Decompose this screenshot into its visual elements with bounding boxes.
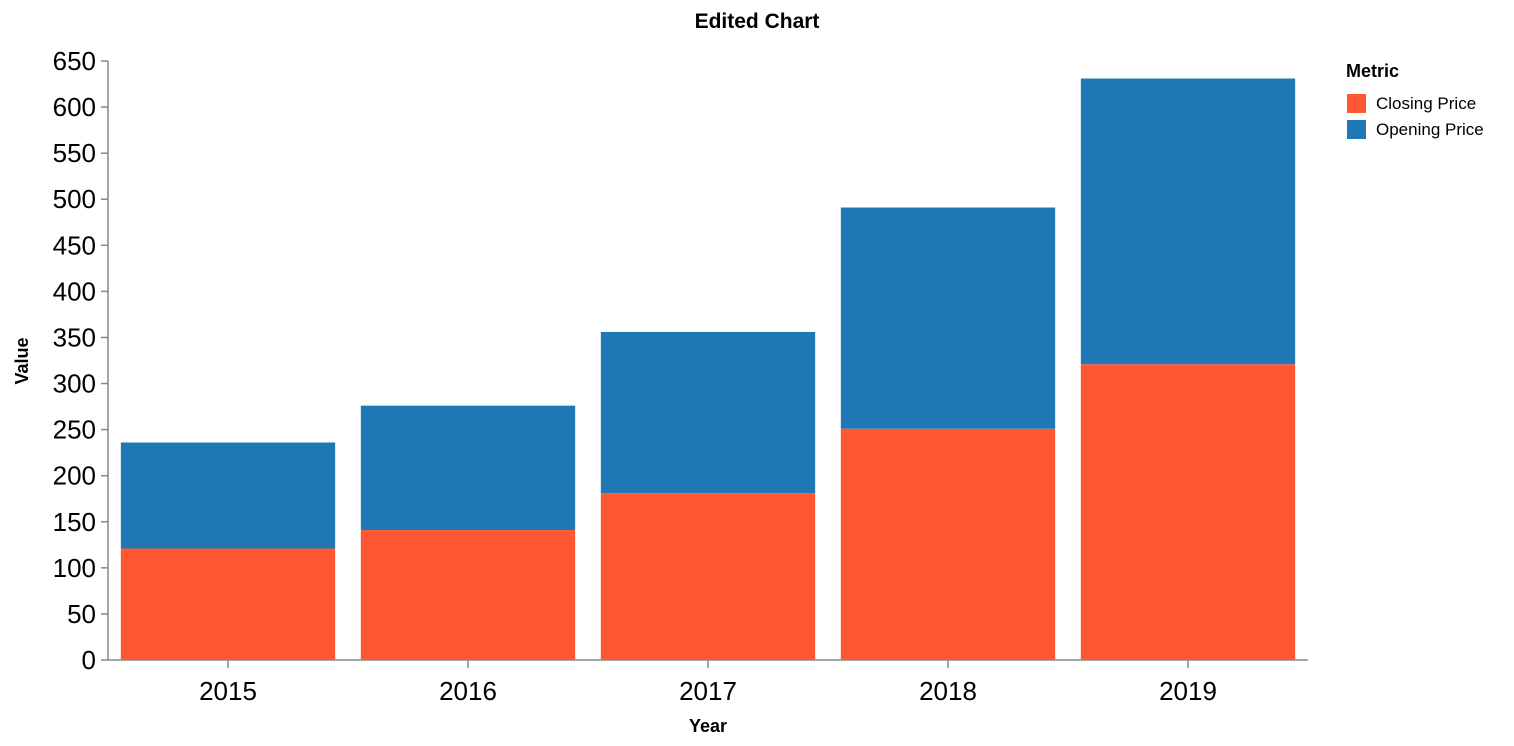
y-tick-label-0: 0 — [82, 645, 96, 675]
y-tick-label-600: 600 — [53, 92, 96, 122]
y-tick-label-350: 350 — [53, 322, 96, 352]
y-axis-title: Value — [12, 337, 32, 384]
x-tick-label-2017: 2017 — [679, 676, 737, 706]
bars — [120, 78, 1296, 660]
x-tick-label-2015: 2015 — [199, 676, 257, 706]
legend: Metric Closing Price Opening Price — [1346, 61, 1484, 139]
y-tick-label-150: 150 — [53, 507, 96, 537]
bar-closing-price-2015 — [120, 548, 336, 660]
legend-swatch-opening-price — [1347, 120, 1366, 139]
x-tick-label-2016: 2016 — [439, 676, 497, 706]
y-tick-label-250: 250 — [53, 415, 96, 445]
bar-opening-price-2016 — [360, 405, 576, 531]
legend-swatch-closing-price — [1347, 94, 1366, 113]
y-axis: 0 50 100 150 200 250 300 350 400 450 500 550 600 650 — [53, 46, 109, 675]
legend-label-opening-price: Opening Price — [1376, 120, 1484, 139]
y-tick-label-550: 550 — [53, 138, 96, 168]
y-tick-label-500: 500 — [53, 184, 96, 214]
bar-opening-price-2015 — [120, 442, 336, 549]
bar-opening-price-2019 — [1080, 78, 1296, 365]
y-tick-label-300: 300 — [53, 369, 96, 399]
x-tick-label-2019: 2019 — [1159, 676, 1217, 706]
y-tick-label-50: 50 — [67, 599, 96, 629]
x-axis-title: Year — [689, 716, 727, 736]
bar-closing-price-2018 — [840, 428, 1056, 660]
chart-title: Edited Chart — [695, 10, 820, 33]
x-tick-label-2018: 2018 — [919, 676, 977, 706]
bar-closing-price-2019 — [1080, 364, 1296, 660]
y-tick-label-650: 650 — [53, 46, 96, 76]
y-tick-label-450: 450 — [53, 230, 96, 260]
bar-opening-price-2018 — [840, 207, 1056, 429]
x-axis: 2015 2016 2017 2018 2019 — [108, 659, 1308, 706]
bar-closing-price-2016 — [360, 530, 576, 660]
bar-closing-price-2017 — [600, 493, 816, 660]
legend-title: Metric — [1346, 61, 1399, 81]
y-tick-label-100: 100 — [53, 553, 96, 583]
y-tick-label-200: 200 — [53, 461, 96, 491]
y-tick-label-400: 400 — [53, 276, 96, 306]
bar-opening-price-2017 — [600, 331, 816, 494]
legend-label-closing-price: Closing Price — [1376, 94, 1476, 113]
